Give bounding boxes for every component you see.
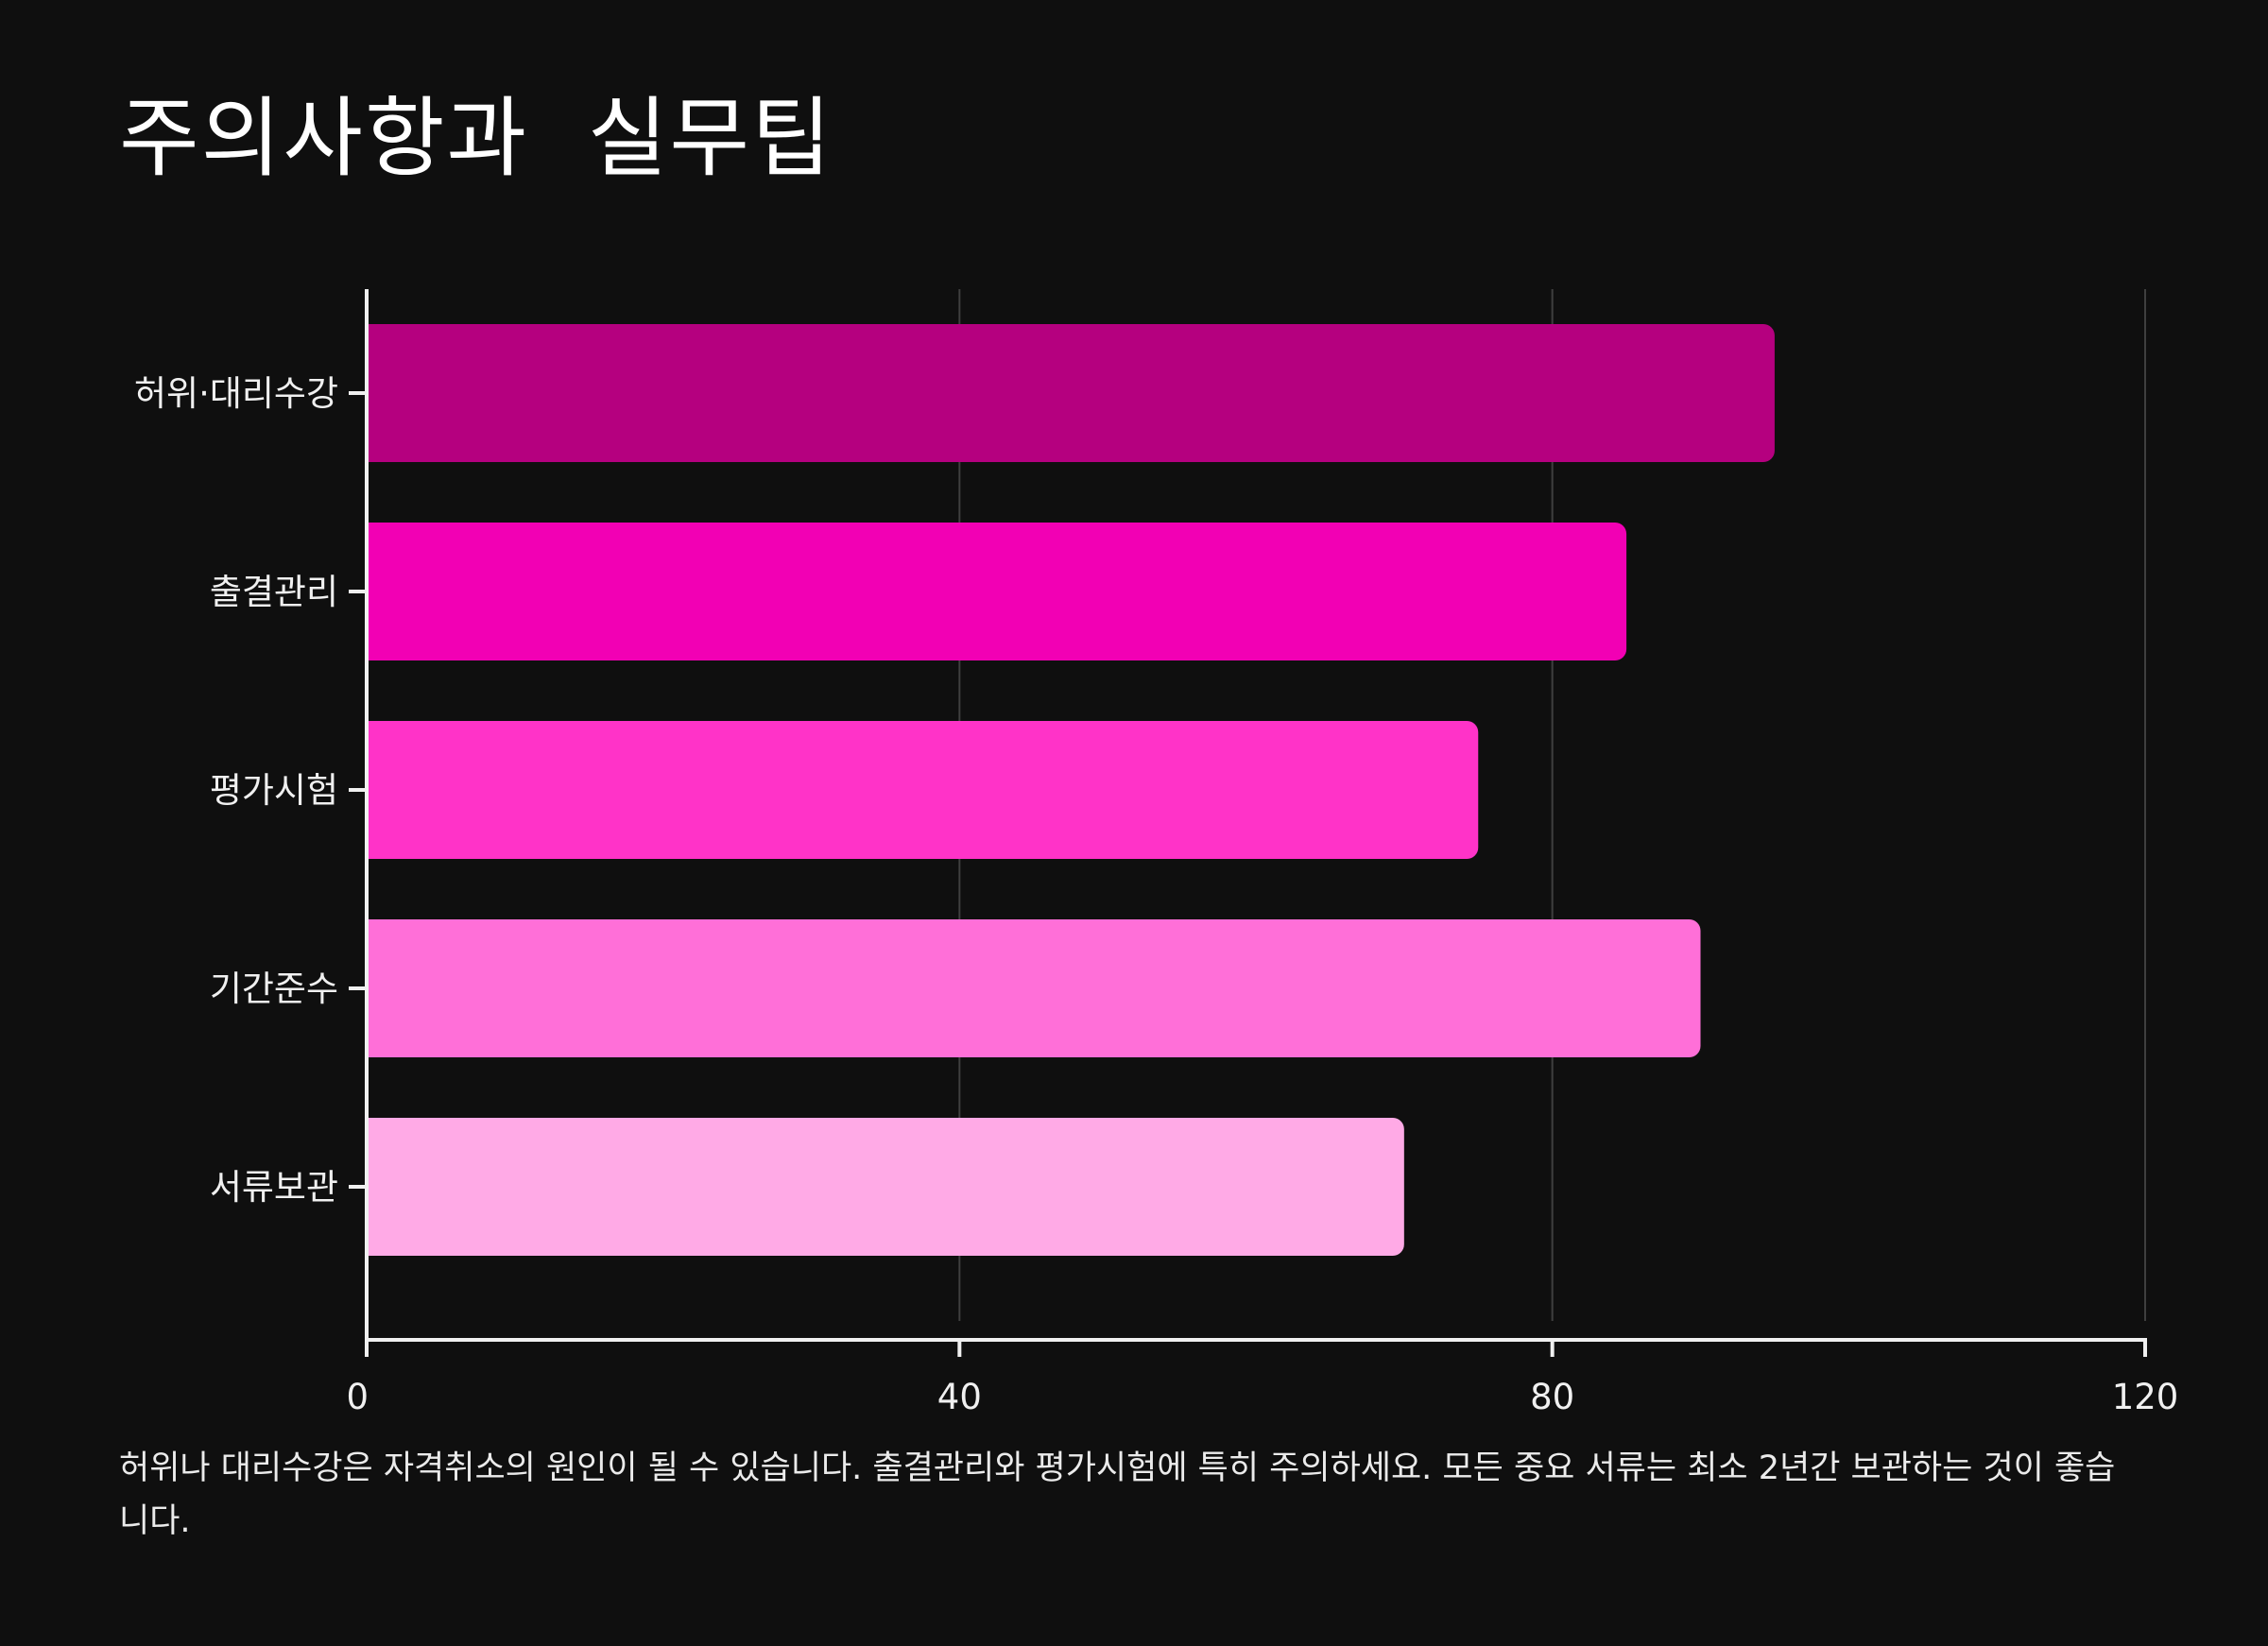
y-tick-label: 기간준수 <box>210 969 338 1009</box>
bar <box>367 324 1775 462</box>
bar <box>367 721 1479 859</box>
y-tick-label: 평가시험 <box>210 770 338 811</box>
x-tick-label: 120 <box>2112 1377 2179 1417</box>
bar-base <box>367 919 380 1057</box>
bar-base <box>367 324 380 462</box>
x-tick-label: 0 <box>346 1377 369 1417</box>
bars <box>367 324 1775 1256</box>
bar <box>367 919 1701 1057</box>
y-tick-label: 허위·대리수강 <box>134 373 338 414</box>
x-tick-label: 40 <box>937 1377 982 1417</box>
axes <box>349 289 2147 1357</box>
y-tick-label: 출결관리 <box>210 572 338 612</box>
chart-caption: 허위나 대리수강은 자격취소의 원인이 될 수 있습니다. 출결관리와 평가시험… <box>119 1449 2116 1540</box>
y-tick-label: 서류보관 <box>210 1167 338 1208</box>
bar-base <box>367 1118 380 1256</box>
x-tick-label: 80 <box>1530 1377 1574 1417</box>
bar-base <box>367 721 380 859</box>
bar-base <box>367 523 380 660</box>
bar <box>367 1118 1404 1256</box>
bar <box>367 523 1627 660</box>
page-title: 주의사항과 실무팁 <box>119 88 833 189</box>
